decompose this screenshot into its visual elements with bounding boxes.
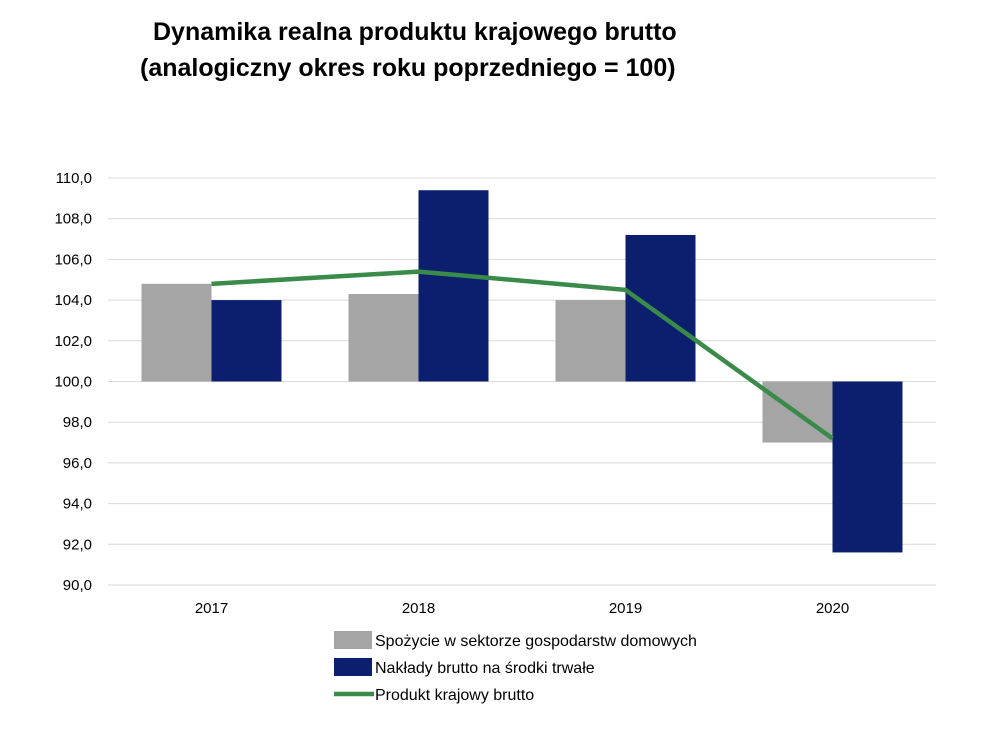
bar-naklady-2017 (211, 300, 282, 382)
x-tick-label: 2019 (609, 600, 642, 617)
bar-naklady-2020 (832, 381, 903, 553)
y-tick-label: 90,0 (63, 577, 92, 594)
chart-title-line-2: (analogiczny okres roku poprzedniego = 1… (140, 54, 676, 82)
chart-title-line-1: Dynamika realna produktu krajowego brutt… (153, 18, 677, 46)
legend-label: Produkt krajowy brutto (375, 687, 534, 704)
bar-spozycie-2017 (141, 283, 212, 382)
y-tick-label: 92,0 (63, 536, 92, 553)
line-pkb (211, 269, 834, 441)
legend-swatch (334, 658, 372, 676)
legend-label: Nakłady brutto na środki trwałe (375, 660, 595, 677)
x-tick-label: 2020 (816, 600, 849, 617)
bar-spozycie-2018 (348, 293, 419, 382)
y-tick-label: 106,0 (54, 251, 92, 268)
y-tick-label: 98,0 (63, 414, 92, 431)
y-tick-label: 100,0 (54, 374, 92, 391)
bar-naklady-2019 (625, 234, 696, 382)
y-tick-label: 110,0 (56, 170, 92, 187)
y-tick-label: 108,0 (54, 211, 92, 228)
y-tick-label: 96,0 (63, 455, 92, 472)
x-tick-label: 2018 (402, 600, 435, 617)
y-tick-label: 104,0 (54, 292, 92, 309)
y-tick-label: 94,0 (63, 496, 92, 513)
legend-swatch (334, 631, 372, 649)
bar-naklady-2018 (418, 190, 489, 382)
y-tick-label: 102,0 (54, 333, 92, 350)
bar-spozycie-2019 (555, 300, 626, 382)
legend-label: Spożycie w sektorze gospodarstw domowych (375, 633, 697, 650)
x-tick-label: 2017 (195, 600, 228, 617)
